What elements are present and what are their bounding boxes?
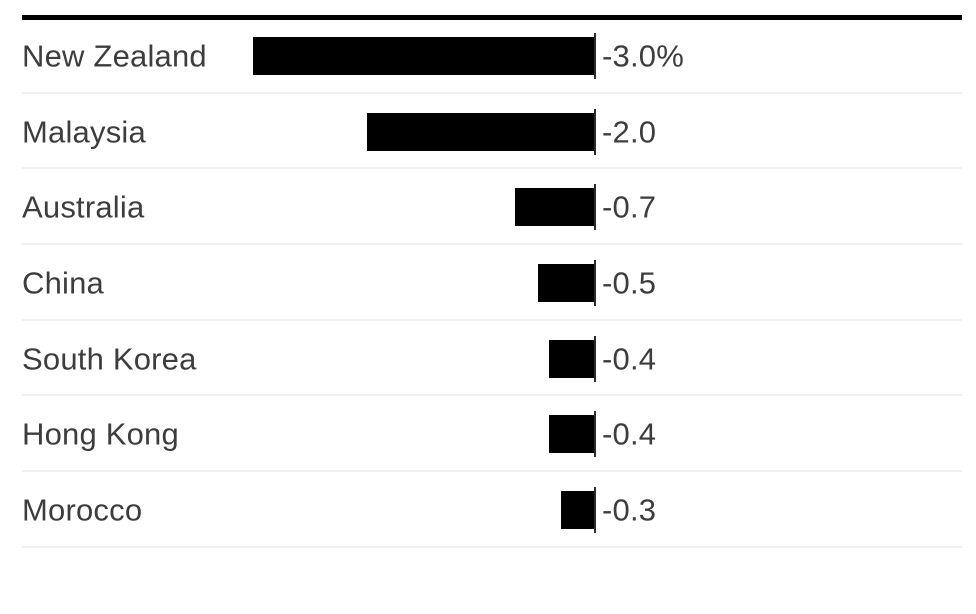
value-label: -0.7 [602, 189, 657, 225]
bar [561, 490, 595, 529]
zero-axis-line [594, 32, 596, 79]
bar [515, 188, 595, 227]
row-separator [22, 318, 962, 321]
category-label: Morocco [22, 492, 143, 528]
chart-top-rule [22, 15, 962, 20]
bar [367, 112, 595, 151]
row-separator [22, 243, 962, 246]
bar [253, 36, 595, 75]
chart-row: New Zealand -3.0% [0, 18, 976, 94]
category-label: China [22, 265, 104, 301]
row-separator [22, 167, 962, 170]
category-label: Hong Kong [22, 416, 179, 452]
zero-axis-line [594, 411, 596, 458]
chart-row: China -0.5 [0, 245, 976, 321]
chart-row: Malaysia -2.0 [0, 94, 976, 170]
row-separator [22, 470, 962, 473]
value-label: -2.0 [602, 114, 657, 150]
category-label: South Korea [22, 341, 197, 377]
bar [538, 263, 595, 302]
chart-row: South Korea -0.4 [0, 321, 976, 397]
value-label: -3.0% [602, 38, 684, 74]
chart-row: Hong Kong -0.4 [0, 396, 976, 473]
bar [549, 415, 595, 454]
chart-row: Australia -0.7 [0, 169, 976, 246]
chart-row: Morocco -0.3 [0, 472, 976, 548]
bar [549, 339, 595, 378]
row-separator [22, 545, 962, 548]
value-label: -0.5 [602, 265, 657, 301]
value-label: -0.3 [602, 492, 657, 528]
row-separator [22, 91, 962, 94]
zero-axis-line [594, 486, 596, 533]
zero-axis-line [594, 184, 596, 231]
chart-rows: New Zealand -3.0% Malaysia -2.0 Australi… [0, 18, 976, 548]
row-separator [22, 394, 962, 397]
zero-axis-line [594, 335, 596, 382]
zero-axis-line [594, 259, 596, 306]
category-label: Australia [22, 189, 145, 225]
value-label: -0.4 [602, 416, 657, 452]
zero-axis-line [594, 108, 596, 155]
category-label: Malaysia [22, 114, 146, 150]
category-label: New Zealand [22, 38, 207, 74]
value-label: -0.4 [602, 341, 657, 377]
